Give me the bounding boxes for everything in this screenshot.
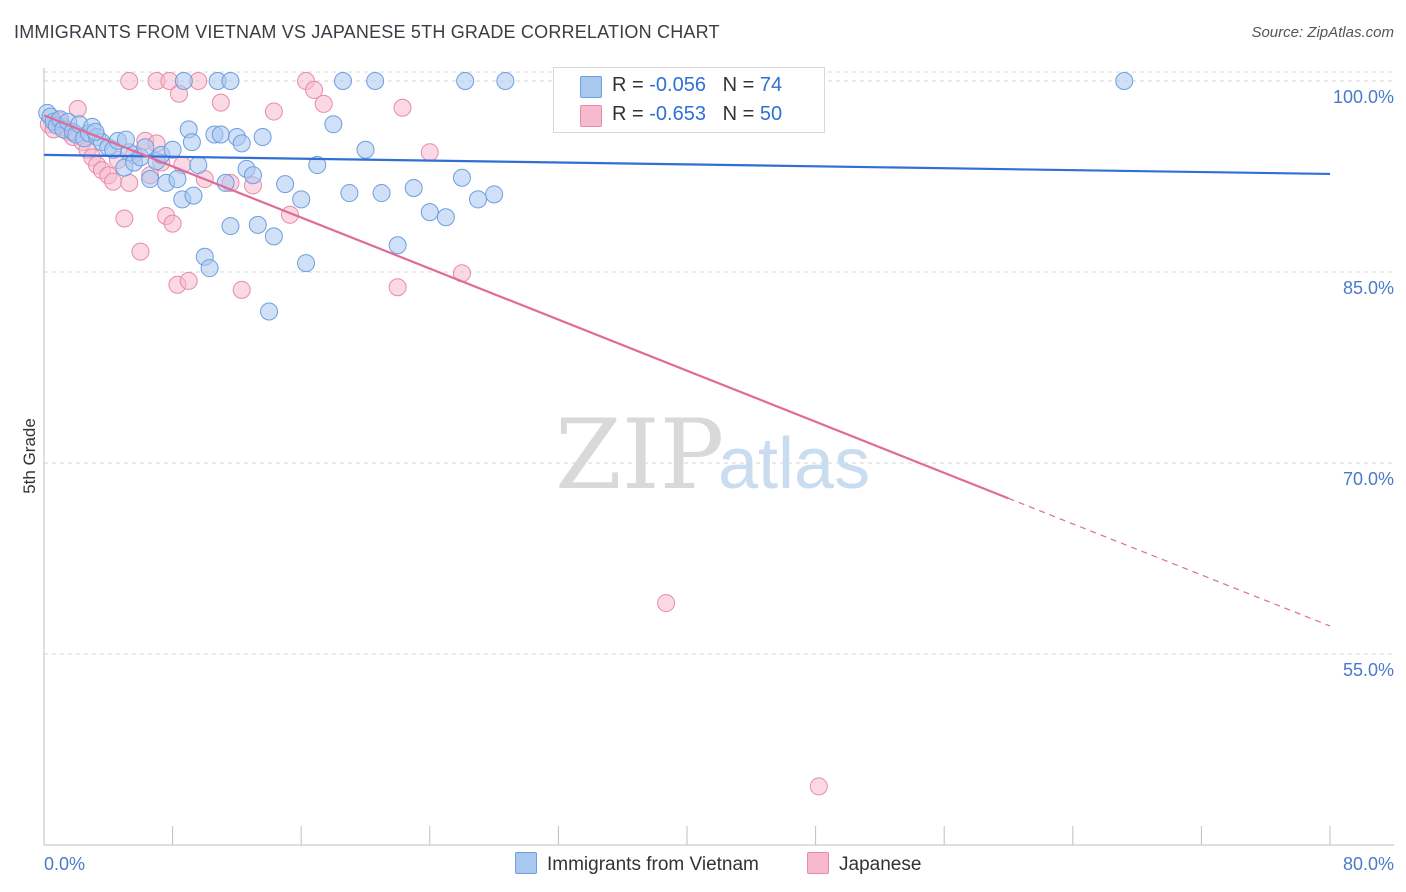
- japanese-point: [388, 278, 407, 297]
- vietnam-point: [340, 184, 359, 203]
- vietnam-swatch: [580, 76, 602, 98]
- vietnam-point: [496, 72, 515, 90]
- vietnam-point: [182, 133, 201, 152]
- japanese-point: [179, 271, 198, 290]
- grid: [44, 71, 1394, 655]
- japanese-point: [393, 98, 412, 117]
- watermark-zip: ZIP: [555, 399, 724, 511]
- vietnam-point: [189, 156, 208, 175]
- r-value-japanese: -0.653: [649, 103, 706, 125]
- vietnam-point: [1115, 72, 1134, 90]
- japanese-point: [211, 93, 230, 112]
- vietnam-point: [485, 185, 504, 204]
- vietnam-trend-line: [43, 153, 1331, 176]
- vietnam-point: [141, 170, 160, 189]
- vietnam-point: [174, 72, 193, 90]
- legend-label-japanese: Japanese: [839, 854, 922, 875]
- legend-swatch-japanese: [807, 852, 829, 874]
- n-value-japanese: 50: [759, 103, 783, 125]
- chart-title: IMMIGRANTS FROM VIETNAM VS JAPANESE 5TH …: [14, 22, 720, 42]
- vietnam-point: [420, 203, 439, 222]
- japanese-point: [120, 72, 139, 90]
- vietnam-point: [297, 254, 316, 273]
- japanese-point: [232, 280, 251, 299]
- vietnam-point: [260, 302, 279, 321]
- vietnam-point: [324, 115, 343, 134]
- legend-item-japanese[interactable]: Japanese: [807, 852, 921, 876]
- vietnam-point: [456, 72, 475, 90]
- vietnam-point: [211, 125, 230, 144]
- vietnam-point: [292, 190, 311, 209]
- vietnam-point: [372, 184, 391, 203]
- n-label: N =: [722, 74, 760, 96]
- stats-text-japanese: R = -0.653 N = 50: [612, 103, 782, 126]
- stats-text-vietnam: R = -0.056 N = 74: [612, 74, 782, 97]
- japanese-trend-extension: [1008, 497, 1331, 627]
- vietnam-point: [216, 173, 235, 192]
- japanese-point: [420, 143, 439, 162]
- japanese-point: [131, 242, 150, 261]
- japanese-point: [314, 94, 333, 113]
- legend-item-vietnam[interactable]: Immigrants from Vietnam: [515, 852, 759, 876]
- vietnam-point: [264, 227, 283, 246]
- japanese-trend-line: [43, 114, 1009, 500]
- vietnam-point: [168, 170, 187, 189]
- japanese-point: [115, 209, 134, 228]
- legend-swatch-vietnam: [515, 852, 537, 874]
- vietnam-point: [366, 72, 385, 90]
- japanese-point: [104, 172, 123, 191]
- r-label: R =: [612, 74, 650, 96]
- japanese-point: [657, 594, 676, 613]
- vietnam-point: [221, 72, 240, 90]
- vietnam-point: [200, 259, 219, 278]
- r-label: R =: [612, 103, 650, 125]
- n-value-vietnam: 74: [759, 74, 783, 96]
- vietnam-point: [243, 166, 262, 185]
- trend-lines: [43, 114, 1331, 627]
- japanese-swatch: [580, 105, 602, 127]
- source-label: Source: ZipAtlas.com: [1251, 24, 1394, 41]
- japanese-point: [809, 777, 828, 796]
- vietnam-point: [308, 156, 327, 175]
- japanese-point: [120, 173, 139, 192]
- vietnam-point: [404, 178, 423, 197]
- r-value-vietnam: -0.056: [649, 74, 706, 96]
- y-tick-label: 100.0%: [1333, 87, 1394, 107]
- vietnam-point: [253, 128, 272, 147]
- axes: [43, 68, 1394, 846]
- vietnam-point: [221, 217, 240, 236]
- y-tick-label: 55.0%: [1343, 660, 1394, 680]
- y-tick-label: 85.0%: [1343, 278, 1394, 298]
- vietnam-point: [452, 168, 471, 187]
- vietnam-point: [163, 140, 182, 159]
- vietnam-point: [356, 140, 375, 159]
- vietnam-point: [436, 208, 455, 227]
- n-label: N =: [722, 103, 760, 125]
- legend-label-vietnam: Immigrants from Vietnam: [547, 854, 759, 875]
- japanese-point: [305, 80, 324, 99]
- stats-box: R = -0.056 N = 74 R = -0.653 N = 50: [553, 67, 825, 133]
- vietnam-point: [184, 186, 203, 205]
- tick-labels: 100.0% 85.0% 70.0% 55.0% 0.0% 80.0%: [44, 87, 1394, 874]
- japanese-point: [264, 102, 283, 121]
- vietnam-point: [333, 72, 352, 90]
- y-axis-label: 5th Grade: [20, 418, 39, 494]
- vietnam-point: [248, 215, 267, 234]
- vietnam-point: [276, 175, 295, 194]
- vietnam-point: [469, 190, 488, 209]
- watermark-atlas: atlas: [718, 424, 870, 504]
- watermark: ZIP atlas: [555, 399, 870, 511]
- japanese-point: [163, 214, 182, 233]
- x-tick-label: 80.0%: [1343, 854, 1394, 874]
- vietnam-point: [388, 236, 407, 255]
- y-tick-label: 70.0%: [1343, 469, 1394, 489]
- vietnam-point: [232, 134, 251, 153]
- x-tick-label: 0.0%: [44, 854, 85, 874]
